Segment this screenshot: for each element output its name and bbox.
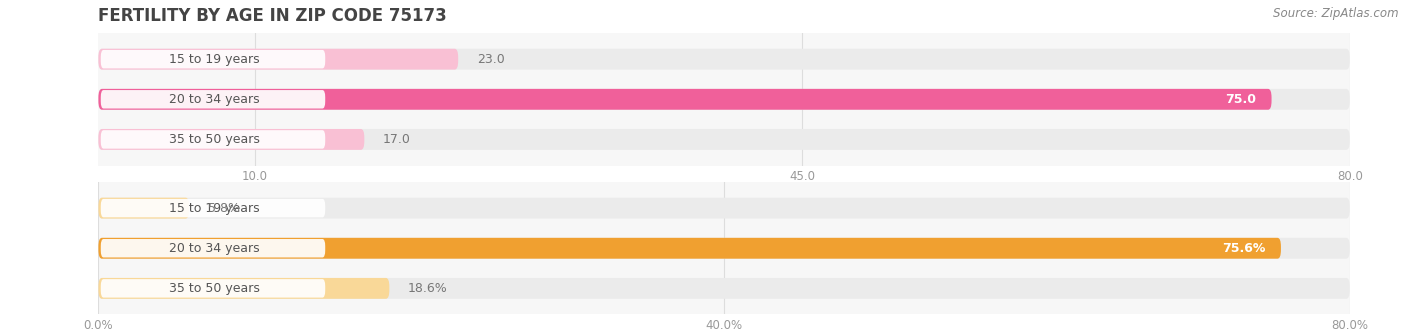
FancyBboxPatch shape: [101, 279, 325, 298]
FancyBboxPatch shape: [101, 50, 325, 69]
Text: Source: ZipAtlas.com: Source: ZipAtlas.com: [1274, 7, 1399, 20]
Text: 23.0: 23.0: [477, 53, 505, 66]
FancyBboxPatch shape: [98, 89, 1271, 110]
Text: 75.6%: 75.6%: [1222, 242, 1265, 255]
Text: 20 to 34 years: 20 to 34 years: [169, 93, 260, 106]
FancyBboxPatch shape: [98, 278, 389, 299]
FancyBboxPatch shape: [98, 278, 1350, 299]
Text: FERTILITY BY AGE IN ZIP CODE 75173: FERTILITY BY AGE IN ZIP CODE 75173: [98, 7, 447, 24]
Text: 17.0: 17.0: [382, 133, 411, 146]
Text: 20 to 34 years: 20 to 34 years: [169, 242, 260, 255]
FancyBboxPatch shape: [98, 198, 190, 218]
FancyBboxPatch shape: [98, 129, 1350, 150]
FancyBboxPatch shape: [101, 199, 325, 217]
FancyBboxPatch shape: [101, 130, 325, 149]
Text: 35 to 50 years: 35 to 50 years: [169, 282, 260, 295]
Text: 35 to 50 years: 35 to 50 years: [169, 133, 260, 146]
Text: 15 to 19 years: 15 to 19 years: [169, 53, 260, 66]
FancyBboxPatch shape: [101, 90, 325, 109]
Text: 18.6%: 18.6%: [408, 282, 449, 295]
FancyBboxPatch shape: [98, 198, 1350, 218]
Text: 75.0: 75.0: [1225, 93, 1256, 106]
FancyBboxPatch shape: [98, 129, 364, 150]
FancyBboxPatch shape: [98, 238, 1281, 259]
FancyBboxPatch shape: [98, 49, 458, 70]
FancyBboxPatch shape: [98, 49, 1350, 70]
FancyBboxPatch shape: [98, 89, 1350, 110]
FancyBboxPatch shape: [101, 239, 325, 258]
Text: 5.8%: 5.8%: [208, 202, 240, 214]
Text: 15 to 19 years: 15 to 19 years: [169, 202, 260, 214]
FancyBboxPatch shape: [98, 238, 1350, 259]
